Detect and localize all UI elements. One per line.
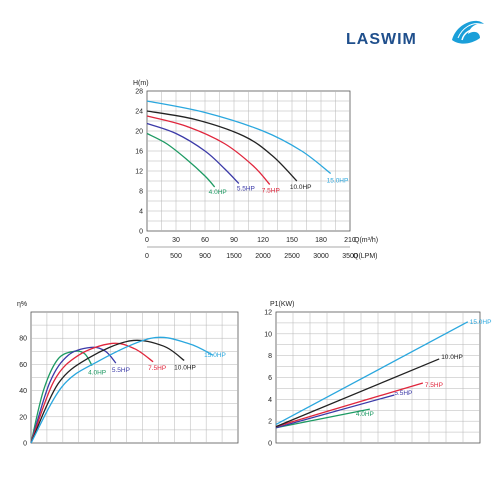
head-xtick-top-label: 90 — [230, 237, 238, 244]
head-ytick-label: 28 — [135, 89, 143, 96]
power-ylabel: P1(KW) — [270, 301, 295, 308]
head-ytick-label: 4 — [139, 209, 143, 216]
power-ytick-label: 2 — [268, 419, 272, 426]
head-series-line — [146, 132, 216, 188]
head-series-label: 5.5HP — [237, 186, 255, 193]
power-ytick-label: 4 — [268, 397, 272, 404]
efficiency-ytick-label: 0 — [23, 441, 27, 448]
head-xlabel-top: Q(m³/h) — [354, 237, 378, 244]
head-series-line — [146, 110, 298, 182]
head-ytick-label: 16 — [135, 149, 143, 156]
efficiency-ytick-label: 80 — [19, 336, 27, 343]
head-xtick-top-label: 180 — [315, 237, 327, 244]
head-xtick-top-label: 150 — [286, 237, 298, 244]
head-xtick-top-label: 60 — [201, 237, 209, 244]
efficiency-ytick-label: 40 — [19, 388, 27, 395]
head-series-label: 7.5HP — [262, 188, 280, 195]
efficiency-series-label: 15.0HP — [204, 352, 226, 359]
power-series-label: 4.0HP — [356, 411, 374, 418]
head-ytick-label: 8 — [139, 189, 143, 196]
head-series-label: 15.0HP — [327, 178, 349, 185]
efficiency-series-label: 4.0HP — [88, 370, 106, 377]
head-xtick-top-label: 0 — [145, 237, 149, 244]
head-xtick-bottom-label: 3000 — [313, 253, 329, 260]
power-series-label: 10.0HP — [441, 354, 463, 361]
efficiency-series-label: 7.5HP — [148, 365, 166, 372]
head-xtick-bottom-label: 2000 — [255, 253, 271, 260]
head-ytick-label: 20 — [135, 129, 143, 136]
head-xtick-bottom-label: 500 — [170, 253, 182, 260]
head-xtick-bottom-label: 1500 — [226, 253, 242, 260]
shell-icon — [452, 20, 484, 44]
brand-logo: LASWIM — [330, 14, 490, 58]
efficiency-ytick-label: 60 — [19, 362, 27, 369]
head-series-line — [146, 122, 240, 184]
head-ylabel: H(m) — [133, 80, 149, 87]
head-ytick-label: 12 — [135, 169, 143, 176]
power-series-line — [275, 408, 370, 429]
head-ytick-label: 24 — [135, 109, 143, 116]
brand-name: LASWIM — [346, 31, 417, 48]
power-series-label: 7.5HP — [425, 382, 443, 389]
head-ytick-label: 0 — [139, 229, 143, 236]
efficiency-series-line — [30, 336, 214, 444]
efficiency-series-line — [30, 342, 154, 444]
power-series-label: 15.0HP — [470, 319, 492, 326]
power-ytick-label: 12 — [264, 310, 272, 317]
power-series-line — [275, 382, 424, 428]
efficiency-series-line — [30, 339, 185, 444]
power-ytick-label: 8 — [268, 353, 272, 360]
head-xtick-top-label: 210 — [344, 237, 356, 244]
head-xtick-top-label: 120 — [257, 237, 269, 244]
power-ytick-label: 10 — [264, 331, 272, 338]
efficiency-series-label: 5.5HP — [112, 367, 130, 374]
head-xtick-bottom-label: 2500 — [284, 253, 300, 260]
efficiency-ytick-label: 20 — [19, 414, 27, 421]
power-series-line — [275, 358, 440, 428]
head-xtick-bottom-label: 0 — [145, 253, 149, 260]
power-ytick-label: 6 — [268, 375, 272, 382]
power-ytick-label: 0 — [268, 441, 272, 448]
efficiency-series-line — [30, 346, 117, 444]
efficiency-series-label: 10.0HP — [174, 364, 196, 371]
head-series-label: 4.0HP — [209, 189, 227, 196]
power-series-line — [275, 321, 469, 426]
efficiency-series-line — [30, 350, 93, 444]
head-xtick-bottom-label: 900 — [199, 253, 211, 260]
power-series-line — [275, 394, 395, 429]
head-xtick-top-label: 30 — [172, 237, 180, 244]
head-series-label: 10.0HP — [290, 184, 312, 191]
head-xtick-bottom-label: 3500 — [342, 253, 358, 260]
power-series-label: 5.5HP — [394, 390, 412, 397]
efficiency-ylabel: η% — [17, 301, 27, 308]
head-xlabel-bottom: Q(LPM) — [353, 253, 378, 260]
head-series-line — [146, 115, 271, 185]
head-series-line — [146, 100, 332, 175]
